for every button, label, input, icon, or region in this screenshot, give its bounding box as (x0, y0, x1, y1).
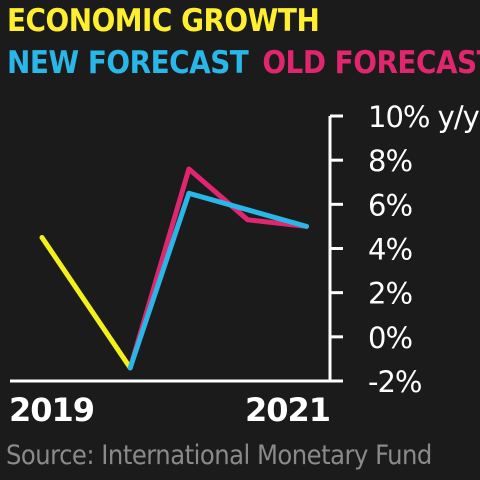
old-forecast-line (127, 166, 309, 371)
chart-title: ECONOMIC GROWTH (7, 3, 320, 39)
new-forecast-line (127, 190, 309, 371)
y-tick-label: 8% (368, 144, 412, 178)
y-tick-label: 2% (368, 277, 412, 311)
history-line (39, 235, 133, 371)
y-tick-label: -2% (368, 365, 421, 399)
y-tick-label: 0% (368, 321, 412, 355)
y-tick-label: 4% (368, 233, 412, 267)
source-note: Source: International Monetary Fund (6, 440, 432, 471)
legend-old-forecast: OLD FORECAST (262, 45, 480, 81)
x-tick-label: 2019 (9, 391, 94, 429)
x-tick-label: 2021 (245, 391, 330, 429)
y-tick-label: 6% (368, 188, 412, 222)
legend-new-forecast: NEW FORECAST (7, 45, 249, 81)
legend: NEW FORECAST OLD FORECAST (7, 46, 480, 80)
y-tick-label: 10% y/y (368, 100, 480, 134)
